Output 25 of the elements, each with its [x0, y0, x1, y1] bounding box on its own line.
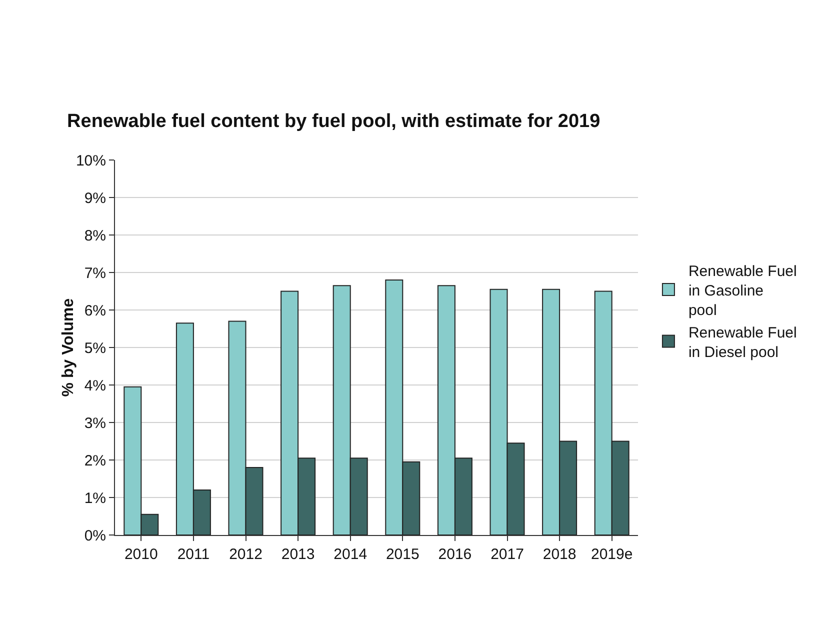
x-tick-label: 2011: [177, 546, 210, 563]
x-tick-label: 2015: [386, 546, 420, 563]
chart-title: Renewable fuel content by fuel pool, with estimate for 2019: [67, 111, 600, 132]
x-tick-label: 2019e: [590, 546, 633, 563]
x-tick-label: 2017: [490, 546, 524, 563]
x-tick-label: 2010: [124, 546, 158, 563]
y-tick-label: 5%: [84, 340, 106, 357]
y-tick-label: 1%: [84, 490, 106, 507]
y-tick-label: 8%: [84, 227, 106, 244]
y-tick-label: 9%: [84, 190, 106, 207]
y-tick-label: 10%: [76, 152, 106, 170]
y-tick-label: 7%: [84, 264, 106, 282]
legend-label: Renewable Fuel in Diesel pool: [688, 324, 797, 361]
x-tick-label: 2014: [334, 546, 368, 563]
y-axis-title: % by Volume: [60, 298, 77, 397]
legend-label: Renewable Fuel in Gasoline pool: [688, 262, 797, 319]
x-tick-label: 2016: [438, 546, 472, 563]
y-tick-label: 0%: [84, 527, 106, 544]
x-tick-label: 2018: [542, 546, 576, 563]
y-tick-label: 6%: [84, 302, 106, 320]
x-tick-label: 2012: [229, 546, 262, 563]
y-tick-label: 3%: [84, 414, 106, 432]
y-tick-label: 4%: [84, 377, 106, 394]
x-tick-label: 2013: [281, 546, 315, 563]
y-tick-label: 2%: [84, 452, 106, 470]
